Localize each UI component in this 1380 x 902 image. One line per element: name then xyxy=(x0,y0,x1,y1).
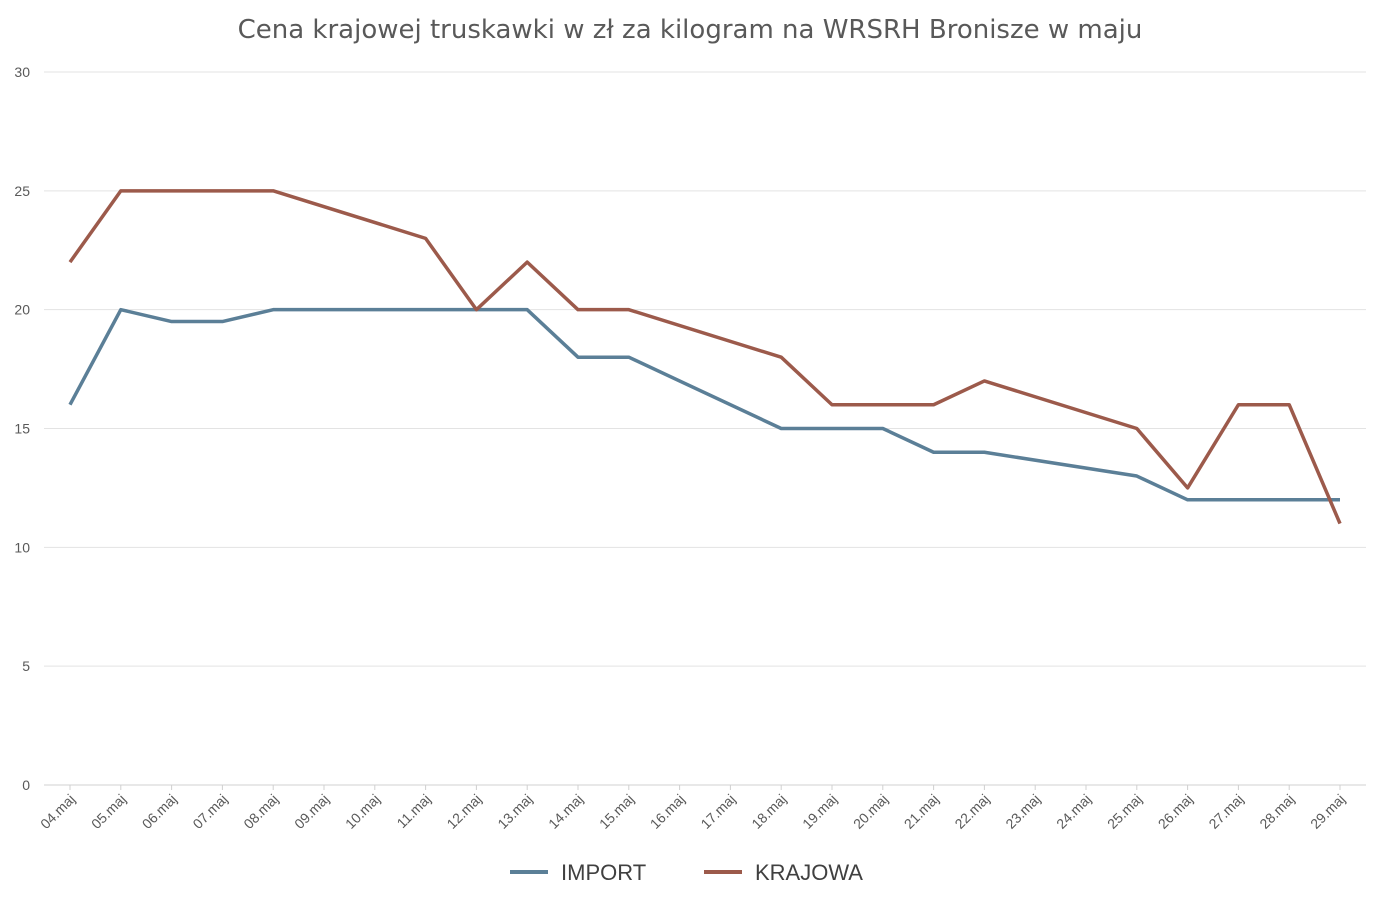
x-tick-label: 04.maj xyxy=(37,791,78,832)
legend-label-import: IMPORT xyxy=(561,860,646,885)
y-tick-label: 25 xyxy=(14,183,30,199)
x-tick-label: 28.maj xyxy=(1256,791,1297,832)
y-tick-label: 0 xyxy=(22,777,30,793)
x-tick-label: 05.maj xyxy=(88,791,129,832)
x-tick-label: 20.maj xyxy=(850,791,891,832)
x-tick-label: 14.maj xyxy=(545,791,586,832)
series-line-krajowa xyxy=(68,189,1342,525)
x-tick-label: 27.maj xyxy=(1205,791,1246,832)
x-tick-label: 24.maj xyxy=(1053,791,1094,832)
legend-label-krajowa: KRAJOWA xyxy=(755,860,863,885)
x-tick-label: 17.maj xyxy=(697,791,738,832)
x-tick-label: 10.maj xyxy=(342,791,383,832)
y-tick-label: 30 xyxy=(14,64,30,80)
x-tick-label: 07.maj xyxy=(189,791,230,832)
chart-title: Cena krajowej truskawki w zł za kilogram… xyxy=(238,15,1143,45)
x-tick-label: 25.maj xyxy=(1104,791,1145,832)
x-tick-label: 19.maj xyxy=(799,791,840,832)
y-tick-label: 20 xyxy=(14,302,30,318)
x-tick-label: 22.maj xyxy=(951,791,992,832)
x-tick-label: 11.maj xyxy=(393,791,433,831)
x-tick-label: 13.maj xyxy=(494,791,535,832)
x-tick-label: 18.maj xyxy=(748,791,789,832)
x-tick-label: 12.maj xyxy=(443,791,484,832)
x-tick-label: 29.maj xyxy=(1307,791,1348,832)
x-tick-label: 23.maj xyxy=(1002,791,1043,832)
x-tick-label: 08.maj xyxy=(240,791,281,832)
x-tick-label: 15.maj xyxy=(596,791,637,832)
y-tick-label: 5 xyxy=(22,658,30,674)
x-tick-label: 26.maj xyxy=(1155,791,1196,832)
x-tick-label: 16.maj xyxy=(647,791,688,832)
x-tick-label: 21.maj xyxy=(901,791,942,832)
y-tick-label: 15 xyxy=(14,421,30,437)
x-tick-label: 06.maj xyxy=(139,791,180,832)
y-tick-label: 10 xyxy=(14,539,30,555)
series-line-import xyxy=(68,307,1340,502)
x-tick-label: 09.maj xyxy=(291,791,332,832)
